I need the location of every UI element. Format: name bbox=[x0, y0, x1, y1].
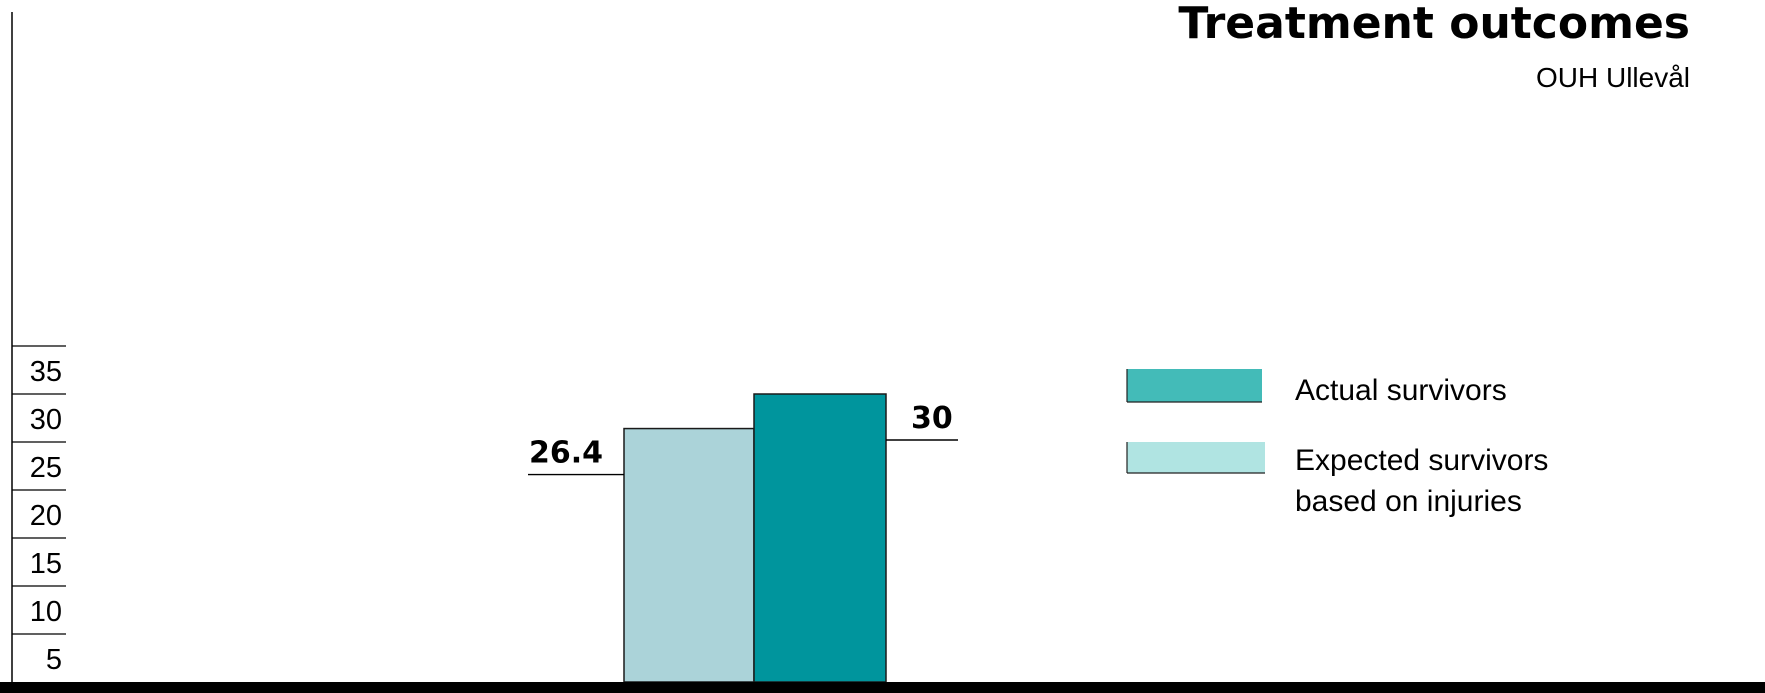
y-axis: 5 10 15 20 25 30 35 bbox=[11, 12, 66, 682]
data-label: 26.4 bbox=[529, 436, 603, 471]
y-tick-label: 5 bbox=[46, 644, 62, 676]
legend-label: Actual survivors bbox=[1295, 374, 1507, 407]
legend: Actual survivors Expected survivors based … bbox=[1126, 369, 1548, 518]
legend-label: Expected survivors bbox=[1295, 444, 1548, 477]
bar-expected-survivors bbox=[623, 427, 755, 683]
legend-label: based on injuries bbox=[1295, 485, 1522, 518]
legend-swatch bbox=[1127, 442, 1265, 473]
data-label: 30 bbox=[911, 401, 953, 436]
y-tick-label: 30 bbox=[30, 404, 62, 436]
chart-subtitle: OUH Ullevål bbox=[1536, 62, 1690, 93]
x-axis-baseline bbox=[0, 682, 1765, 693]
legend-swatch bbox=[1127, 369, 1262, 402]
data-labels: 26.4 30 bbox=[528, 401, 958, 476]
y-tick-label: 15 bbox=[30, 548, 62, 580]
y-tick-label: 20 bbox=[30, 500, 62, 532]
bars bbox=[623, 393, 887, 683]
y-tick-label: 35 bbox=[30, 356, 62, 388]
y-tick-label: 10 bbox=[30, 596, 62, 628]
chart-title: Treatment outcomes bbox=[1178, 0, 1690, 49]
bar-actual-survivors bbox=[753, 393, 887, 683]
y-tick-label: 25 bbox=[30, 452, 62, 484]
